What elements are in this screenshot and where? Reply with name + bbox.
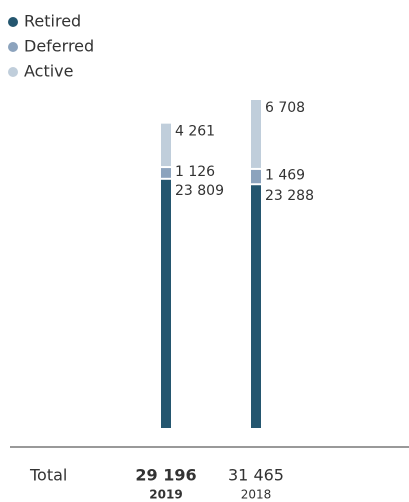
x-tick-label: 2019 — [149, 488, 182, 502]
value-label: 4 261 — [175, 124, 215, 140]
legend-label: Active — [24, 62, 74, 81]
legend-swatch — [8, 67, 18, 77]
value-label: 1 469 — [265, 168, 305, 184]
bar-segment — [161, 179, 171, 428]
bar-segment — [251, 185, 261, 428]
legend-swatch — [8, 17, 18, 27]
total-value: 31 465 — [228, 466, 284, 485]
value-label: 6 708 — [265, 100, 305, 116]
x-tick-label: 2018 — [241, 488, 272, 502]
legend-label: Deferred — [24, 37, 94, 56]
legend-label: Retired — [24, 12, 81, 31]
bar-segment — [161, 123, 171, 167]
bar-segment — [251, 100, 261, 168]
bar-segment — [161, 168, 171, 178]
value-label: 23 288 — [265, 188, 314, 204]
total-label: Total — [29, 466, 67, 485]
value-label: 1 126 — [175, 164, 215, 180]
value-label: 23 809 — [175, 183, 224, 199]
total-value: 29 196 — [135, 466, 196, 485]
legend-swatch — [8, 42, 18, 52]
bar-segment — [251, 169, 261, 184]
